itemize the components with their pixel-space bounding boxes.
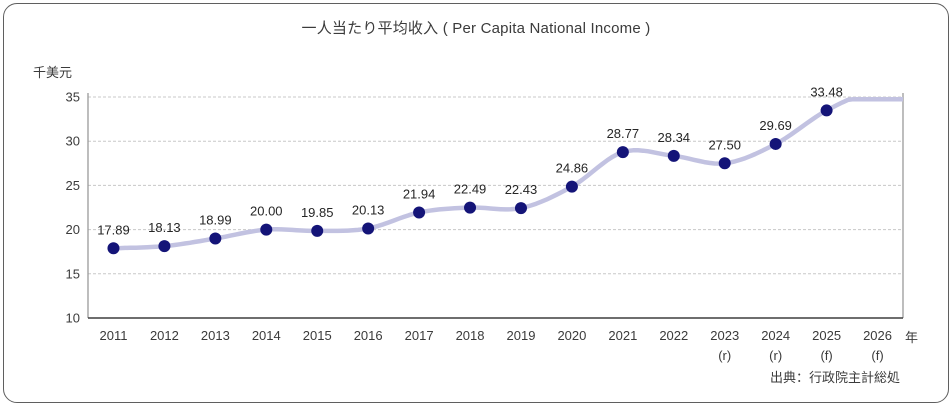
x-tick-label: 2024: [761, 328, 790, 343]
x-tick-label: 2018: [456, 328, 485, 343]
data-point-label: 18.13: [148, 220, 181, 235]
x-tick-label: 2021: [608, 328, 637, 343]
x-tick-label: 2015: [303, 328, 332, 343]
y-tick-label: 10: [66, 311, 80, 326]
y-tick-label: 20: [66, 222, 80, 237]
x-tick-sublabel: (f): [871, 348, 883, 363]
data-point-label: 22.43: [505, 182, 538, 197]
data-point-label: 20.13: [352, 202, 385, 217]
gridlines: [88, 96, 903, 275]
data-point-marker: [209, 232, 222, 245]
data-point-marker: [514, 202, 527, 215]
data-point-label: 27.50: [708, 137, 741, 152]
data-point-marker: [413, 206, 426, 219]
data-point-marker: [769, 137, 782, 150]
data-point-label: 29.69: [759, 118, 792, 133]
data-point-marker: [718, 157, 731, 170]
data-point-label: 18.99: [199, 213, 232, 228]
x-tick-label: 2016: [354, 328, 383, 343]
x-tick-label: 2014: [252, 328, 281, 343]
data-point-label: 17.89: [97, 222, 130, 237]
x-tick-sublabel: (f): [820, 348, 832, 363]
chart-outer-frame: [3, 3, 949, 403]
x-tick-label: 2012: [150, 328, 179, 343]
x-tick-label: 2025: [812, 328, 841, 343]
y-axis-ticks: 10 15 20 25 30 35: [66, 90, 80, 326]
x-tick-label: 2023: [710, 328, 739, 343]
x-tick-label: 2011: [99, 328, 127, 343]
data-point-marker: [565, 180, 578, 193]
y-axis-unit-label: 千美元: [33, 65, 73, 80]
data-point-marker: [260, 223, 273, 236]
data-point-label: 19.85: [301, 205, 334, 220]
data-point-label: 20.00: [250, 204, 283, 219]
chart-title: 一人当たり平均收入 ( Per Capita National Income ): [301, 20, 651, 37]
data-point-marker: [158, 240, 171, 253]
x-tick-sublabel: (r): [769, 348, 782, 363]
x-tick-label: 2019: [507, 328, 536, 343]
data-point-marker: [616, 146, 629, 159]
data-point-label: 22.49: [454, 182, 487, 197]
data-points: 17.89 18.13 18.99 20.00 19.85 20.13 21.94 22.49…: [97, 84, 843, 255]
axes: [87, 93, 904, 319]
y-tick-label: 35: [66, 90, 80, 105]
data-point-label: 21.94: [403, 186, 436, 201]
x-axis-labels: 2011 2012 2013 2014 2015 2016 2017 2018 2019 2020…: [99, 328, 892, 363]
x-tick-label: 2017: [405, 328, 434, 343]
data-point-marker: [362, 222, 375, 235]
y-tick-label: 25: [66, 178, 80, 193]
x-tick-label: 2020: [557, 328, 586, 343]
data-point-marker: [464, 201, 477, 214]
x-tick-label: 2022: [659, 328, 688, 343]
x-tick-label: 2013: [201, 328, 230, 343]
data-point-marker: [667, 149, 680, 162]
x-axis-unit-label: 年: [905, 330, 919, 345]
data-point-label: 28.34: [658, 130, 691, 145]
source-note: 出典：行政院主計総処: [769, 370, 900, 385]
y-tick-label: 30: [66, 134, 80, 149]
data-point-label: 28.77: [607, 126, 640, 141]
x-tick-sublabel: (r): [718, 348, 731, 363]
data-point-label: 24.86: [556, 161, 589, 176]
data-point-marker: [820, 104, 833, 117]
x-tick-label: 2026: [863, 328, 892, 343]
data-point-marker: [107, 242, 120, 255]
data-point-label: 33.48: [810, 84, 843, 99]
data-point-marker: [311, 224, 324, 237]
y-tick-label: 15: [66, 266, 80, 281]
